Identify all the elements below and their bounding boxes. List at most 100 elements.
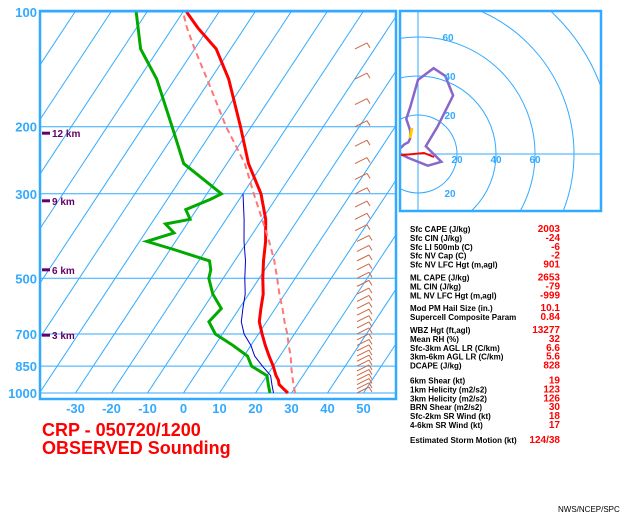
stat-value: 126 (543, 393, 560, 404)
hodograph-frame (398, 9, 603, 213)
temperature-tick-label: -10 (138, 401, 157, 416)
stat-label: Mean RH (%) (410, 335, 459, 344)
wind-barb (354, 139, 368, 147)
stat-label: Mod PM Hail Size (in.) (410, 304, 493, 313)
stat-label: Sfc LI 500mb (C) (410, 243, 473, 252)
wind-barb (356, 315, 370, 323)
stat-label: Supercell Composite Param (410, 313, 516, 322)
wind-barb (356, 327, 370, 335)
temperature-tick-label: 40 (320, 401, 334, 416)
wind-barb (356, 254, 370, 262)
stat-value: 19 (549, 376, 561, 387)
temperature-profile-line (185, 11, 289, 395)
stat-value: 17 (549, 420, 561, 431)
storm-motion-value: 124/38 (529, 435, 560, 446)
wind-barb (356, 338, 370, 346)
wind-barb-flag (368, 386, 373, 393)
pressure-tick-label: 700 (15, 327, 37, 342)
wind-barb (356, 333, 370, 341)
wind-barb (356, 263, 370, 271)
temperature-tick-label: 10 (212, 401, 226, 416)
hodograph-midlevel-segment (408, 127, 414, 139)
wind-barb-flag (368, 245, 373, 251)
hodograph: 60 40 20 20 40 60 20 (398, 9, 603, 213)
stat-value: 5.6 (546, 352, 560, 363)
stat-value: 30 (549, 402, 561, 413)
skew-t-frame (38, 9, 398, 401)
wind-barb-flag (368, 295, 373, 301)
hodograph-trace (400, 66, 455, 168)
wind-barb-flag (366, 200, 371, 207)
wind-barb (356, 287, 370, 295)
storm-motion-label: Estimated Storm Motion (kt) (410, 436, 517, 445)
stat-value: -2 (551, 251, 560, 262)
isotherm-line (255, 179, 396, 394)
wind-barb-flag (366, 173, 371, 179)
stat-value: 0.84 (541, 312, 561, 323)
isotherm-lines (40, 11, 396, 394)
stat-value: 10.1 (541, 303, 561, 314)
wind-barb (356, 234, 370, 242)
wind-barb (354, 212, 368, 220)
profile-lines (134, 11, 297, 395)
wind-barb-flag (368, 382, 373, 389)
stat-label: Sfc CIN (J/kg) (410, 234, 462, 243)
stat-value: 32 (549, 334, 561, 345)
wind-barb-flag (366, 42, 371, 49)
stat-value: 13277 (532, 325, 560, 336)
stat-label: 3km-6km AGL LR (C/km) (410, 353, 504, 362)
isotherm-line (183, 70, 396, 394)
wind-barb (356, 308, 370, 316)
credit-label: NWS/NCEP/SPC (558, 505, 620, 514)
wind-barb-flag (368, 287, 373, 294)
stat-value: 123 (543, 384, 560, 395)
dewpoint-profile-line (134, 11, 272, 394)
height-marker-label: 3 km (52, 331, 75, 342)
parcel-profile-line (182, 11, 297, 394)
wind-barb (356, 378, 370, 385)
height-markers: 12 km 9 km 6 km 3 km (42, 129, 80, 342)
isotherm-line (40, 11, 256, 339)
stat-label: Sfc NV LFC Hgt (m,agl) (410, 261, 498, 270)
wind-barb-flag (368, 354, 373, 361)
isotherm-line (40, 11, 292, 394)
hodograph-ring-labels: 60 40 20 20 40 60 20 (442, 33, 541, 200)
wind-barb (356, 279, 370, 287)
wind-barb-flag (368, 254, 373, 261)
temperature-tick-label: -30 (66, 401, 85, 416)
stat-label: Sfc CAPE (J/kg) (410, 225, 471, 234)
wind-barb-flag (368, 359, 373, 366)
temperature-axis-labels: -30 -20 -10 0 10 20 30 40 50 (66, 401, 371, 416)
stat-label: ML CIN (J/kg) (410, 282, 461, 291)
hodograph-ring-label: 40 (444, 72, 456, 83)
stat-value: 901 (543, 260, 560, 271)
stat-label: DCAPE (J/kg) (410, 362, 462, 371)
hodograph-ring-label: 20 (444, 189, 456, 200)
wind-barb-flag (366, 139, 371, 146)
isotherm-line (40, 11, 220, 285)
wind-barb (356, 354, 370, 362)
temperature-tick-label: 50 (356, 401, 370, 416)
wind-barb-flag (368, 344, 373, 351)
isotherm-line (40, 11, 184, 230)
height-marker-label: 12 km (52, 129, 80, 140)
wind-barb (354, 172, 368, 180)
wind-barb (356, 294, 370, 302)
wind-barb (356, 373, 370, 381)
stat-value: 828 (543, 361, 560, 372)
wind-barbs (354, 42, 373, 394)
wind-barb-flag (368, 280, 373, 286)
temperature-tick-label: 30 (284, 401, 298, 416)
height-marker-label: 9 km (52, 197, 75, 208)
wind-barb (356, 386, 370, 394)
wind-barb-flag (366, 72, 371, 79)
temperature-tick-label: 20 (248, 401, 262, 416)
wind-barb (356, 244, 370, 252)
hodograph-ring-label: 20 (451, 155, 463, 166)
stat-value: 2653 (538, 273, 561, 284)
wind-barb-flag (368, 235, 373, 241)
stat-value: -6 (551, 242, 560, 253)
stat-label: ML CAPE (J/kg) (410, 274, 470, 283)
isotherm-line (291, 233, 396, 394)
